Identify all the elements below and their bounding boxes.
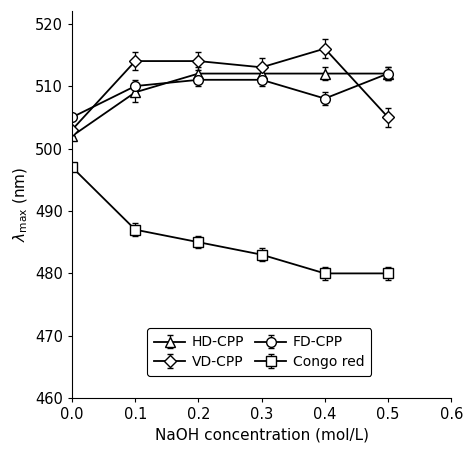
X-axis label: NaOH concentration (mol/L): NaOH concentration (mol/L) [155, 428, 369, 443]
Legend: HD-CPP, VD-CPP, FD-CPP, Congo red: HD-CPP, VD-CPP, FD-CPP, Congo red [147, 328, 372, 376]
Y-axis label: $\lambda_{\mathrm{max}}$ (nm): $\lambda_{\mathrm{max}}$ (nm) [11, 167, 29, 242]
